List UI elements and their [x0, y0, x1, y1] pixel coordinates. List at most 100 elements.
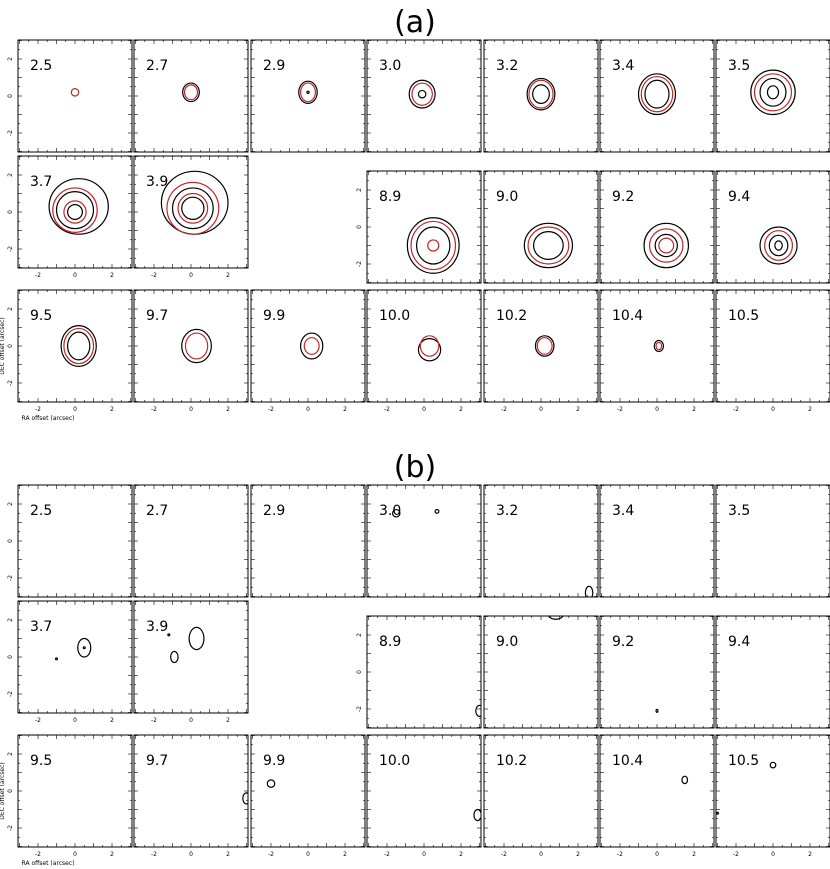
y-tick-label: 0	[7, 94, 14, 98]
contour	[419, 335, 440, 357]
contours	[637, 73, 677, 116]
channel-velocity: 8.9	[379, 634, 401, 650]
contours	[417, 335, 442, 362]
channel-panel: 3.0	[366, 39, 482, 153]
y-tick-label: 0	[7, 344, 14, 348]
contour	[643, 222, 690, 269]
x-tick-label: 2	[110, 851, 114, 858]
channel-panel: 2.9	[250, 39, 366, 153]
channel-panel: 3.4	[599, 39, 715, 153]
panel-frame	[715, 289, 830, 403]
x-tick-label: 0	[306, 851, 310, 858]
channel-velocity: 3.2	[496, 58, 518, 74]
contour	[769, 761, 777, 769]
contour	[523, 222, 574, 269]
channel-panel: 2.5 2 0 -2	[7, 484, 133, 598]
channel-panel: 2.7	[133, 39, 249, 153]
panel-frame	[483, 289, 599, 403]
x-tick-label: 2	[110, 717, 114, 724]
y-tick-label: -2	[7, 825, 14, 831]
panel-frame	[715, 484, 830, 598]
x-tick-label: -2	[35, 272, 41, 279]
contour	[167, 633, 171, 637]
contour	[411, 82, 433, 106]
contour	[77, 637, 92, 658]
contour	[532, 84, 550, 105]
contour	[753, 73, 793, 112]
channel-velocity: 10.0	[379, 308, 410, 324]
panel-frame	[599, 615, 715, 729]
x-tick-label: 0	[771, 851, 775, 858]
contour	[218, 717, 219, 718]
x-tick-label: -2	[501, 406, 507, 413]
panel-frame	[483, 39, 599, 153]
contour	[188, 626, 205, 651]
contour	[54, 657, 59, 661]
channel-velocity: 3.7	[30, 174, 52, 190]
x-tick-label: 2	[110, 406, 114, 413]
x-tick-label: -2	[35, 406, 41, 413]
channel-velocity: 3.7	[30, 619, 52, 635]
panel-frame	[250, 734, 366, 848]
channel-panel: 9.2	[599, 615, 715, 729]
channel-velocity: 9.2	[612, 189, 634, 205]
contours	[716, 761, 805, 857]
contour	[681, 775, 689, 785]
contours	[526, 77, 556, 111]
contour	[526, 77, 556, 111]
contour	[584, 585, 594, 597]
contour	[637, 73, 677, 116]
y-tick-label: 2	[7, 57, 14, 61]
channel-panel: 10.5 -2 0 2	[715, 289, 830, 413]
channel-velocity: 3.0	[379, 503, 401, 519]
channel-velocity: 9.0	[496, 189, 518, 205]
y-tick-label: -2	[356, 261, 363, 267]
x-tick-label: -2	[617, 851, 623, 858]
panel-frame	[17, 484, 133, 598]
contour	[750, 69, 796, 116]
panel-frame	[133, 734, 249, 848]
contours	[584, 585, 594, 597]
panel-frame	[366, 615, 482, 729]
x-tick-label: 0	[73, 406, 77, 413]
contours	[60, 325, 97, 367]
contour	[759, 226, 798, 265]
y-tick-label: -2	[7, 130, 14, 136]
x-tick-label: -2	[151, 406, 157, 413]
channel-velocity: 10.5	[728, 753, 759, 769]
x-tick-label: 2	[808, 406, 812, 413]
panel-frame	[715, 170, 830, 284]
x-tick-label: 0	[771, 406, 775, 413]
contour	[391, 508, 401, 518]
channel-panel: 10.2 -2 0 2	[483, 289, 599, 413]
contour	[766, 85, 780, 100]
channel-panel: 3.9 -2 0 2	[133, 600, 250, 729]
contour	[417, 338, 442, 362]
channel-panel: 9.7 -2 0 2	[133, 734, 249, 858]
x-tick-label: 2	[576, 851, 580, 858]
x-tick-label: 2	[459, 851, 463, 858]
x-tick-label: 2	[110, 272, 114, 279]
x-tick-label: 0	[73, 717, 77, 724]
channel-panel: 10.4 -2 0 2	[599, 289, 715, 413]
channel-panel: 9.4	[715, 170, 830, 284]
x-tick-label: 2	[343, 851, 347, 858]
contour	[82, 646, 86, 650]
contour	[166, 181, 220, 235]
contour	[243, 718, 250, 729]
x-tick-label: 2	[576, 406, 580, 413]
contour	[764, 230, 794, 261]
panel-frame	[366, 170, 482, 284]
x-tick-label: 2	[343, 406, 347, 413]
x-tick-label: -2	[733, 406, 739, 413]
channel-panel: 10.4 -2 0 2	[599, 734, 715, 858]
contour	[653, 339, 665, 353]
panel-frame	[17, 155, 133, 269]
contours	[298, 80, 318, 105]
contour	[796, 850, 805, 857]
contour	[648, 228, 684, 263]
contour	[475, 704, 481, 717]
contour	[48, 178, 109, 235]
panel-frame	[483, 615, 599, 729]
